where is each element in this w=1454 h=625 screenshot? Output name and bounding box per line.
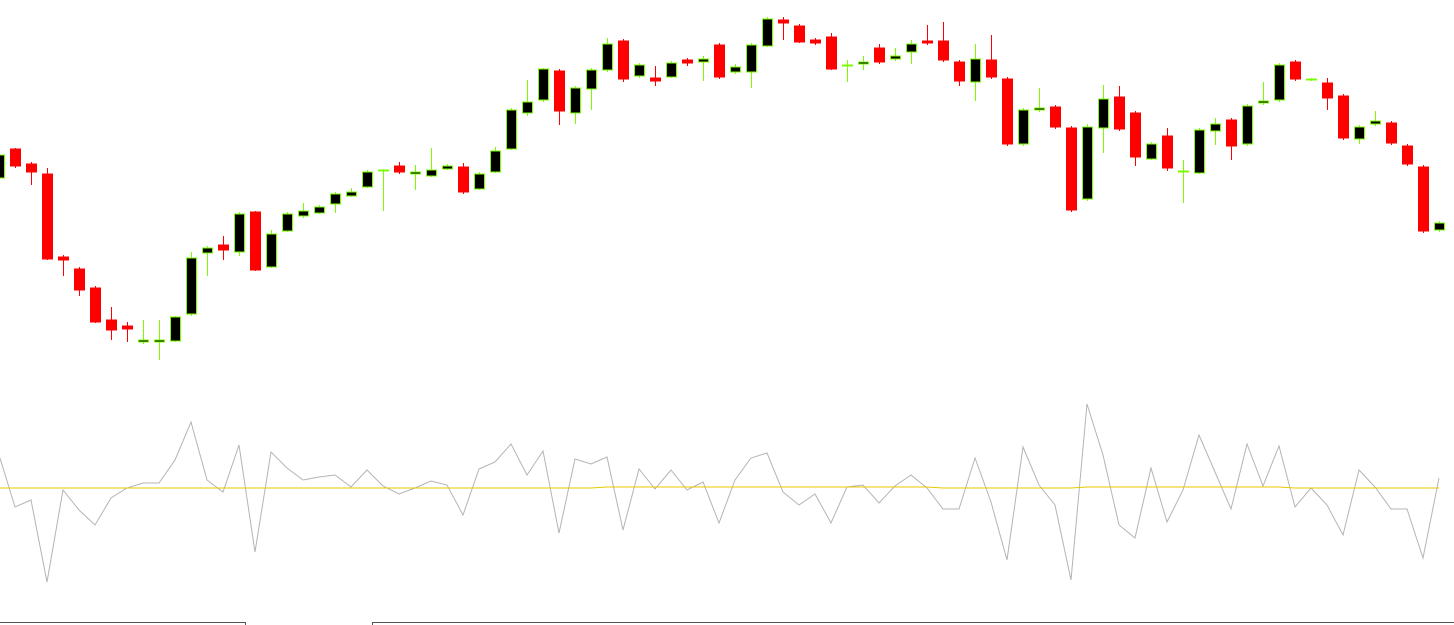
candle-body (682, 59, 693, 64)
candle-body (1114, 96, 1125, 130)
candle-body (794, 25, 805, 43)
candle-body (586, 69, 597, 90)
candle-body (154, 339, 165, 343)
candle-body (474, 173, 485, 190)
candle-body (570, 87, 581, 114)
candle-body (362, 171, 373, 188)
candle-body (282, 213, 293, 232)
candle-body (986, 59, 997, 78)
candle-body (746, 44, 757, 73)
candle-body (1226, 119, 1237, 147)
candle-body (426, 169, 437, 177)
candle-body (218, 244, 229, 251)
candle-body (858, 61, 869, 65)
candle-body (810, 39, 821, 44)
candle-body (538, 68, 549, 101)
candle-body (714, 44, 725, 78)
candle-body (778, 19, 789, 24)
candle-body (1274, 64, 1285, 101)
oscillator-line (0, 403, 1440, 583)
candle-body (1402, 145, 1413, 165)
candle-body (938, 40, 949, 61)
candle-body (1258, 100, 1269, 104)
candle-body (138, 339, 149, 343)
candle-body (1050, 106, 1061, 128)
candle-body (1434, 222, 1445, 231)
candle-body (826, 36, 837, 70)
candle-body (394, 165, 405, 173)
tab-bar (0, 622, 1454, 625)
candle-body (330, 193, 341, 205)
candle-body (1066, 127, 1077, 211)
candle-body (314, 206, 325, 214)
candle-body (0, 154, 5, 179)
candle-body (10, 148, 21, 167)
candle-body (1386, 122, 1397, 144)
candle-body (202, 247, 213, 254)
candle-body (1210, 123, 1221, 132)
candle-body (1242, 105, 1253, 145)
candle-body (346, 191, 357, 197)
candle-body (1306, 78, 1317, 81)
candle-body (906, 43, 917, 53)
candle-body (1194, 129, 1205, 174)
oscillator-line (0, 486, 1439, 489)
candle-body (842, 64, 853, 67)
candle-body (954, 61, 965, 82)
candle-body (234, 213, 245, 253)
candle-body (1098, 98, 1109, 129)
candle-body (106, 319, 117, 331)
candle-body (90, 287, 101, 323)
candle-body (522, 101, 533, 114)
candle-body (1290, 61, 1301, 80)
candle-body (298, 210, 309, 217)
candle-body (42, 173, 53, 260)
candle-body (922, 40, 933, 44)
candle-body (618, 40, 629, 80)
candle-body (1370, 120, 1381, 125)
candle-body (74, 268, 85, 291)
candle-body (698, 58, 709, 63)
candle-body (650, 77, 661, 82)
candle-body (26, 163, 37, 173)
candle-body (666, 62, 677, 78)
candle-body (1018, 109, 1029, 145)
candle-body (410, 171, 421, 175)
candle-body (890, 55, 901, 60)
candle-body (1322, 82, 1333, 99)
candle-body (634, 64, 645, 77)
candle-body (506, 109, 517, 150)
candle-body (458, 166, 469, 193)
candle-body (1002, 78, 1013, 145)
candle-body (266, 233, 277, 268)
candle-body (58, 256, 69, 261)
candle-body (1178, 170, 1189, 173)
candle-body (170, 316, 181, 342)
candle-body (1418, 166, 1429, 232)
candle-body (1146, 143, 1157, 160)
candle-body (1034, 107, 1045, 111)
candle-body (554, 70, 565, 112)
candle-body (1162, 135, 1173, 169)
candle-body (1338, 95, 1349, 139)
candle-body (1354, 126, 1365, 140)
candle-body (122, 325, 133, 330)
candle-body (970, 58, 981, 83)
candle-body (1082, 126, 1093, 200)
candle-body (186, 257, 197, 315)
candle-body (730, 66, 741, 73)
candle-body (378, 169, 389, 172)
candle-body (762, 18, 773, 47)
candle-body (1130, 112, 1141, 158)
candle-body (874, 47, 885, 63)
candle-body (442, 165, 453, 170)
candle-body (602, 43, 613, 71)
candle-body (490, 150, 501, 173)
candle-body (250, 211, 261, 271)
